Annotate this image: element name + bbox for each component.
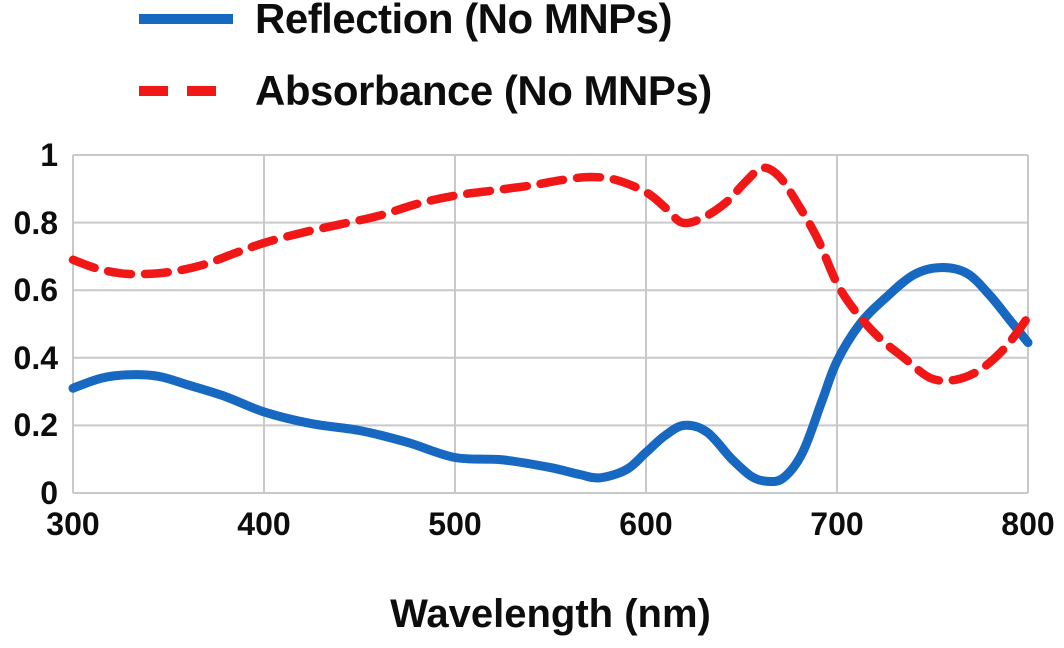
x-axis-title: Wavelength (nm): [390, 592, 711, 636]
legend-item-absorbance: Absorbance (No MNPs): [137, 67, 712, 114]
legend: Reflection (No MNPs) Absorbance (No MNPs…: [137, 0, 712, 139]
x-tick-label: 800: [1001, 506, 1055, 542]
reflection-curve: [68, 263, 1033, 487]
y-tick-label: 1: [40, 137, 58, 173]
legend-item-reflection: Reflection (No MNPs): [137, 0, 712, 42]
x-tick-label: 400: [237, 506, 291, 542]
y-tick-label: 0.4: [13, 339, 58, 376]
gridlines: [72, 154, 1029, 494]
x-tick-label: 500: [428, 506, 482, 542]
y-tick-label: 0.6: [13, 272, 58, 309]
legend-label-absorbance: Absorbance (No MNPs): [255, 66, 712, 114]
y-tick-label: 0: [40, 475, 58, 511]
x-tick-label: 300: [46, 506, 100, 542]
x-tick-label: 600: [619, 506, 673, 542]
x-tick-label: 700: [810, 506, 864, 542]
absorbance-line-swatch: [139, 85, 233, 96]
legend-label-reflection: Reflection (No MNPs): [255, 0, 673, 42]
absorbance-curve: [68, 163, 1033, 386]
reflection-line-swatch: [139, 13, 233, 24]
y-tick-label: 0.2: [13, 407, 58, 444]
y-tick-label: 0.8: [13, 204, 58, 241]
